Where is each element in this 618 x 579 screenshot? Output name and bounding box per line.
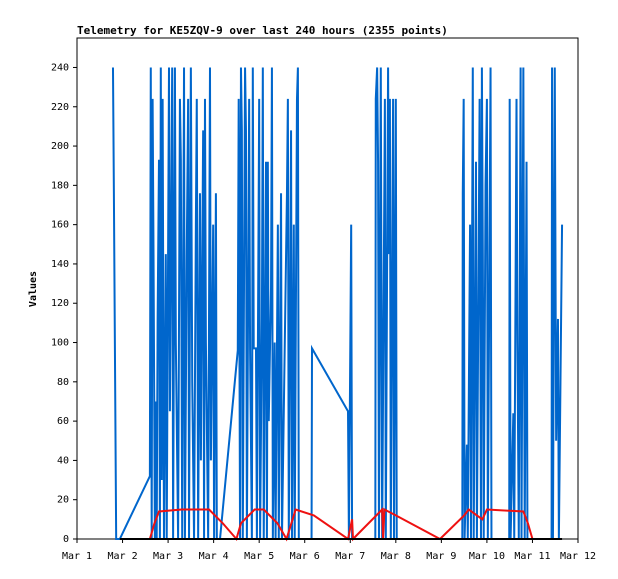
y-tick-label: 60 bbox=[57, 416, 69, 427]
y-tick-label: 200 bbox=[51, 141, 69, 152]
y-tick-label: 160 bbox=[51, 220, 69, 231]
y-tick-label: 20 bbox=[57, 495, 69, 506]
x-tick-label: Mar 8 bbox=[381, 551, 411, 562]
y-tick-label: 140 bbox=[51, 259, 69, 270]
x-tick-label: Mar 2 bbox=[107, 551, 137, 562]
y-tick-label: 40 bbox=[57, 455, 69, 466]
x-tick-label: Mar 11 bbox=[514, 551, 550, 562]
y-tick-label: 100 bbox=[51, 338, 69, 349]
y-tick-label: 0 bbox=[63, 534, 69, 545]
x-tick-label: Mar 3 bbox=[153, 551, 183, 562]
x-tick-label: Mar 10 bbox=[469, 551, 505, 562]
chart-title: Telemetry for KE5ZQV-9 over last 240 hou… bbox=[77, 24, 448, 37]
x-tick-label: Mar 6 bbox=[290, 551, 320, 562]
y-tick-label: 220 bbox=[51, 102, 69, 113]
y-tick-label: 80 bbox=[57, 377, 69, 388]
x-tick-label: Mar 4 bbox=[199, 551, 229, 562]
x-tick-label: Mar 1 bbox=[62, 551, 92, 562]
x-tick-label: Mar 7 bbox=[335, 551, 365, 562]
y-tick-label: 120 bbox=[51, 298, 69, 309]
x-tick-label: Mar 5 bbox=[244, 551, 274, 562]
y-tick-label: 240 bbox=[51, 62, 69, 73]
y-tick-label: 180 bbox=[51, 180, 69, 191]
x-tick-label: Mar 12 bbox=[560, 551, 596, 562]
x-tick-label: Mar 9 bbox=[426, 551, 456, 562]
y-axis-label: Values bbox=[28, 271, 39, 307]
